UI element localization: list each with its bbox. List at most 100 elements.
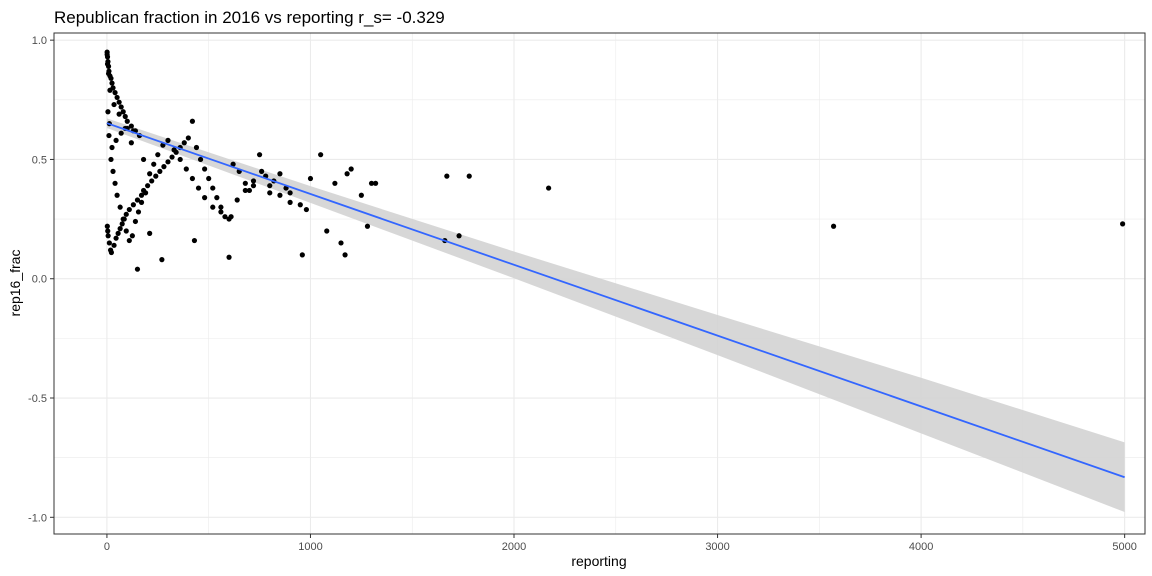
- data-point: [277, 171, 283, 177]
- data-point: [120, 109, 126, 115]
- data-point: [159, 257, 165, 263]
- x-tick-label: 0: [104, 541, 110, 553]
- data-point: [277, 192, 283, 198]
- data-point: [202, 195, 208, 201]
- data-point: [456, 233, 462, 239]
- x-axis-title: reporting: [571, 553, 626, 569]
- data-point: [165, 159, 171, 165]
- data-point: [151, 161, 157, 167]
- data-point: [246, 187, 253, 194]
- data-point: [116, 111, 122, 117]
- data-point: [250, 178, 257, 184]
- data-point: [105, 70, 112, 77]
- data-point: [344, 171, 350, 177]
- data-point: [105, 109, 111, 115]
- data-point: [108, 249, 114, 256]
- data-point: [135, 209, 142, 215]
- data-point: [117, 226, 123, 232]
- data-point: [226, 216, 232, 222]
- data-point: [165, 137, 171, 143]
- data-point: [153, 173, 159, 179]
- data-point: [364, 223, 371, 229]
- data-point: [138, 199, 145, 205]
- data-point: [161, 164, 167, 170]
- data-point: [106, 240, 112, 246]
- data-point: [105, 228, 111, 234]
- chart-title: Republican fraction in 2016 vs reporting…: [54, 8, 445, 27]
- data-point: [134, 197, 141, 203]
- data-point: [195, 185, 202, 191]
- data-point: [189, 175, 196, 182]
- data-point: [104, 51, 110, 58]
- data-point: [250, 183, 257, 189]
- data-point: [109, 80, 115, 86]
- data-point: [466, 173, 472, 179]
- data-point: [107, 87, 113, 93]
- data-point: [116, 99, 122, 105]
- data-point: [123, 211, 129, 217]
- data-point: [140, 156, 147, 163]
- data-point: [134, 266, 141, 272]
- data-point: [297, 202, 303, 208]
- data-point: [287, 199, 293, 205]
- x-tick-label: 2000: [502, 541, 526, 553]
- fit-line: [106, 122, 1125, 479]
- data-point: [259, 168, 265, 174]
- data-point: [142, 190, 149, 196]
- data-point: [112, 90, 118, 96]
- data-point: [218, 209, 224, 215]
- data-point: [256, 152, 263, 158]
- data-point: [111, 101, 117, 108]
- confidence-band: [106, 118, 1125, 513]
- data-point: [197, 156, 204, 163]
- data-point: [830, 223, 837, 229]
- data-point: [149, 178, 155, 184]
- x-tick-label: 3000: [705, 541, 729, 553]
- data-point: [118, 130, 124, 136]
- data-point: [126, 237, 132, 244]
- data-point: [123, 228, 129, 234]
- data-point: [122, 113, 128, 120]
- data-point: [1120, 221, 1126, 227]
- panel-border: [53, 32, 1146, 535]
- y-axis-title: rep16_frac: [7, 250, 23, 317]
- x-axis: 0 1000 2000 3000 4000 5000: [104, 534, 1137, 553]
- regression-line: [106, 122, 1125, 479]
- data-point: [120, 216, 126, 222]
- data-point: [218, 204, 224, 210]
- data-point: [169, 154, 175, 160]
- data-point: [299, 252, 305, 258]
- data-point: [113, 235, 119, 241]
- data-point: [242, 187, 248, 194]
- data-point: [267, 190, 273, 196]
- data-point: [104, 223, 110, 229]
- data-point: [181, 140, 187, 146]
- data-point: [267, 183, 273, 189]
- data-point: [128, 140, 134, 146]
- data-point: [324, 228, 330, 234]
- data-point: [226, 254, 232, 260]
- data-point: [307, 175, 314, 182]
- data-point: [348, 166, 354, 172]
- data-point: [202, 166, 208, 172]
- x-tick-label: 5000: [1112, 541, 1136, 553]
- data-point: [210, 204, 216, 210]
- data-point: [145, 183, 151, 189]
- data-point: [115, 230, 121, 236]
- y-tick-label: 1.0: [32, 35, 47, 47]
- data-point: [189, 118, 196, 124]
- data-point: [113, 137, 119, 143]
- data-point: [114, 192, 120, 198]
- y-tick-label: -1.0: [28, 512, 47, 524]
- data-point: [106, 132, 112, 139]
- x-tick-label: 4000: [909, 541, 933, 553]
- data-point: [546, 185, 552, 191]
- data-point: [114, 94, 120, 101]
- y-axis: -1.0 -0.5 0.0 0.5 1.0: [28, 35, 54, 524]
- y-tick-label: -0.5: [28, 393, 47, 405]
- data-point: [287, 190, 293, 196]
- data-point: [132, 218, 139, 225]
- data-point: [234, 197, 240, 203]
- data-point: [177, 156, 183, 163]
- data-point: [157, 168, 163, 174]
